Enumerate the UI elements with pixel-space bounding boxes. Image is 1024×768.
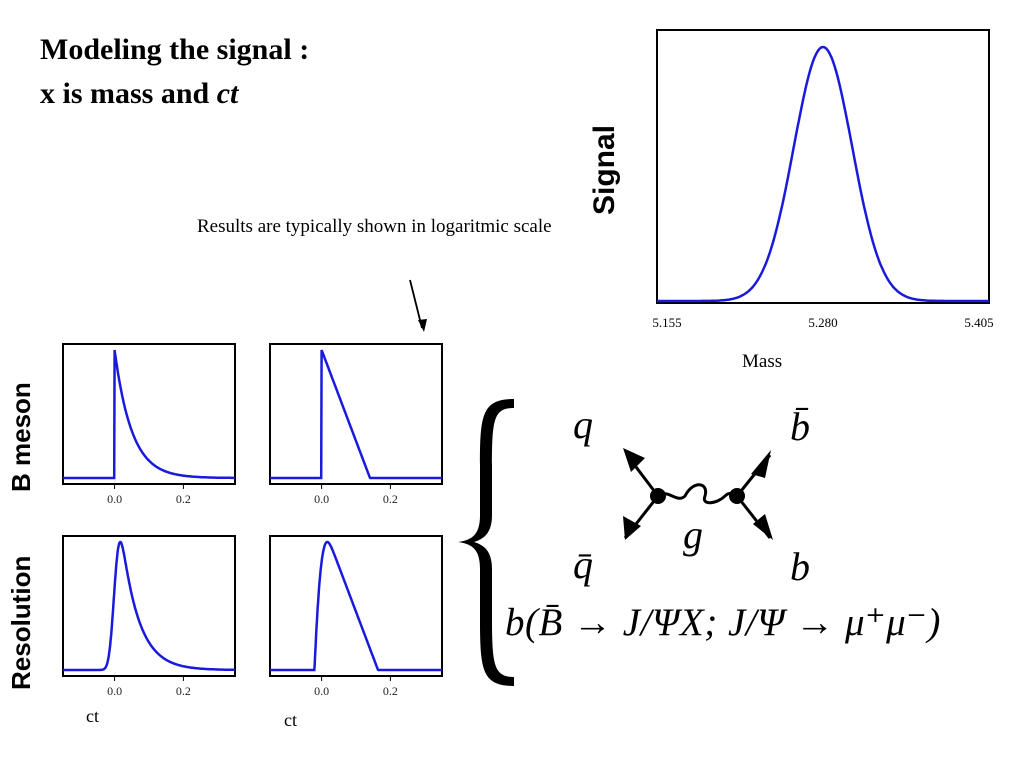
resolution-linear-curve [63,540,235,672]
b-meson-log-tick-label-0: 0.0 [314,492,329,506]
antiquark-bbar-label: b̄ [790,404,810,449]
resolution-log-tick-label-1: 0.2 [383,684,398,698]
title-line-2-ct: ct [216,77,239,110]
mass-tick-label-2: 5.405 [964,315,993,330]
mass-plot: 5.155 5.280 5.405 [652,29,994,330]
mass-tick-label-0: 5.155 [652,315,681,330]
resolution-linear-tick-label-1: 0.2 [176,684,191,698]
title-line-1: Modeling the signal : [40,33,310,66]
vertex-left [650,488,666,504]
signal-axis-label: Signal [588,124,621,215]
feynman-diagram: q b̄ g q̄ b [573,402,810,589]
gluon-g-label: g [683,512,703,557]
b-meson-row-label: B meson [6,382,36,492]
resolution-log-tick-label-0: 0.0 [314,684,329,698]
resolution-linear-plot: 0.0 0.2 [62,535,236,698]
resolution-row-label: Resolution [6,555,36,690]
note-arrow [409,279,427,332]
decay-formula: b(B̄ → J/ΨX; J/Ψ → μ⁺μ⁻) [505,601,941,644]
ct-label-left: ct [86,706,99,726]
title-line-2-text: x is mass and [40,77,217,110]
b-meson-linear-plot: 0.0 0.2 [62,343,236,506]
antiquark-qbar-label: q̄ [573,542,593,587]
b-meson-linear-tick-label-0: 0.0 [107,492,122,506]
mass-plot-frame [656,29,990,304]
title-line-2: x is mass and ct [40,72,309,116]
mass-x-label: Mass [742,351,783,372]
mass-tick-label-1: 5.280 [808,315,837,330]
curly-brace [458,399,514,686]
b-meson-log-curve [270,349,442,480]
log-scale-note: Results are typically shown in logaritmi… [197,216,552,237]
b-meson-log-tick-label-1: 0.2 [383,492,398,506]
resolution-log-plot: 0.0 0.2 [269,535,443,698]
mass-gaussian-curve [657,45,989,303]
resolution-log-curve [270,540,442,672]
quark-q-label: q [573,402,593,447]
quark-b-label: b [790,544,810,589]
ct-label-right: ct [284,710,297,730]
b-meson-log-plot: 0.0 0.2 [269,343,443,506]
b-meson-linear-curve [63,349,235,480]
slide-title: Modeling the signal : x is mass and ct [40,28,309,116]
b-meson-linear-tick-label-1: 0.2 [176,492,191,506]
vertex-right [729,488,745,504]
feynman-arrows [623,448,773,540]
resolution-linear-tick-label-0: 0.0 [107,684,122,698]
